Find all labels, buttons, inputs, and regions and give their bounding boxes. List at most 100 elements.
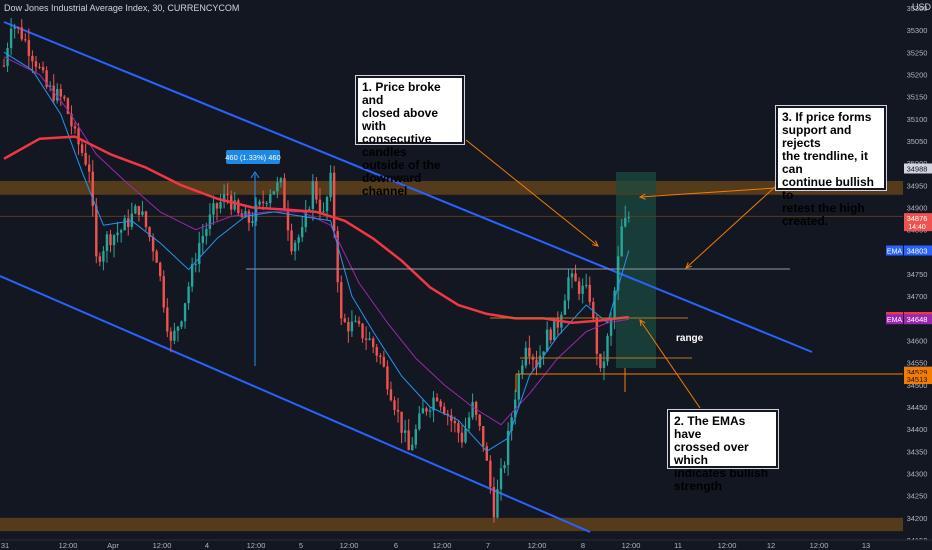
- price-badge: 34648 EMA: [886, 314, 932, 325]
- support-zone: [0, 517, 903, 532]
- time-tick-label: 12:00: [622, 541, 641, 550]
- candle: [290, 223, 293, 255]
- candle: [141, 200, 144, 217]
- time-tick-label: 12:00: [153, 541, 172, 550]
- measure-label: 460 (1.33%) 460: [225, 153, 280, 162]
- candle: [56, 83, 59, 104]
- candle: [190, 257, 194, 292]
- ema-slow-line: [3, 135, 629, 325]
- candle: [581, 278, 584, 304]
- candle-body: [389, 389, 393, 401]
- candle: [261, 190, 265, 211]
- price-axis[interactable]: 3535035300352503520035150351003505035000…: [886, 0, 932, 550]
- price-badge-value: 34529: [907, 368, 928, 377]
- candle-body: [205, 228, 208, 236]
- annotation-note-2[interactable]: 2. The EMAs have crossed over which indi…: [667, 409, 779, 493]
- candle-body: [301, 227, 304, 238]
- candle-body: [627, 216, 630, 218]
- candle: [166, 298, 169, 338]
- candle: [17, 26, 20, 34]
- annotation-note-3[interactable]: 3. If price forms support and rejects th…: [775, 105, 887, 228]
- candle-body: [45, 70, 48, 87]
- candle-body: [176, 326, 180, 331]
- candle-body: [393, 400, 396, 410]
- candle: [6, 42, 9, 73]
- candle: [59, 83, 62, 107]
- price-badge-value: 34876: [907, 214, 928, 223]
- ema-mid-line: [3, 56, 629, 426]
- candle-body: [396, 409, 400, 412]
- candle-body: [155, 251, 158, 263]
- time-tick-label: 12:00: [340, 541, 359, 550]
- candle: [563, 294, 567, 316]
- candle-body: [173, 330, 176, 341]
- candle-body: [73, 126, 77, 129]
- candle: [350, 310, 354, 337]
- candle: [347, 317, 350, 343]
- candle: [435, 393, 439, 402]
- time-tick-label: 31: [1, 541, 9, 550]
- candle: [414, 424, 417, 449]
- candle-body: [251, 221, 254, 223]
- lower-channel-line: [0, 275, 591, 533]
- price-badge-box: [904, 366, 932, 377]
- time-axis-bg: [0, 540, 932, 550]
- candle: [560, 311, 563, 334]
- measure-label-box: [226, 150, 280, 164]
- candle-body: [460, 432, 464, 443]
- price-badge: 34803 EMA: [886, 245, 932, 256]
- candle: [368, 331, 371, 341]
- time-tick-label: 4: [205, 541, 209, 550]
- candle: [588, 276, 591, 306]
- time-axis[interactable]: 31 12:00 Apr 12:00 4 12:00 5 12:00 6 12:00 7 12:00 8…: [0, 539, 932, 550]
- candle-body: [2, 65, 6, 67]
- candle: [364, 326, 368, 351]
- price-tick-label: 35050: [907, 137, 928, 146]
- candle: [570, 269, 574, 289]
- candle-body: [208, 214, 212, 229]
- price-tick-label: 35150: [907, 93, 928, 102]
- candle-body: [354, 320, 357, 322]
- candle-body: [258, 201, 261, 205]
- candle-body: [364, 338, 368, 340]
- candle-body: [382, 357, 386, 367]
- candle: [403, 419, 407, 443]
- candle: [357, 316, 361, 327]
- candle: [489, 455, 492, 494]
- candle: [421, 399, 425, 414]
- candle: [606, 333, 609, 366]
- candle-body: [297, 237, 300, 243]
- candle-body: [616, 256, 620, 291]
- candle: [411, 437, 414, 451]
- candle-body: [290, 230, 293, 252]
- time-tick-label: Apr: [107, 541, 119, 550]
- candle: [577, 277, 581, 301]
- candle: [48, 81, 52, 92]
- candle: [585, 273, 588, 289]
- price-tick-label: 34200: [907, 514, 928, 523]
- candle: [183, 302, 187, 329]
- candle-body: [517, 374, 520, 400]
- candle-body: [343, 318, 346, 322]
- candle-body: [503, 465, 506, 469]
- candle: [286, 200, 290, 241]
- candle: [453, 416, 457, 433]
- candle: [602, 351, 606, 381]
- candle: [354, 315, 357, 323]
- candle: [521, 359, 524, 380]
- candle-body: [595, 317, 599, 354]
- annotation-note-1[interactable]: 1. Price broke and closed above with con…: [355, 75, 465, 198]
- time-tick-label: 12:00: [718, 541, 737, 550]
- candle-body: [375, 347, 378, 356]
- candle-body: [340, 282, 343, 319]
- candle-body: [439, 400, 442, 407]
- price-tick-label: 34450: [907, 403, 928, 412]
- price-badge-value: 34648: [907, 315, 928, 324]
- price-tick-label: 34350: [907, 447, 928, 456]
- candle: [386, 360, 389, 395]
- candle-body: [112, 235, 116, 246]
- candle-body: [563, 300, 567, 315]
- candle: [279, 176, 283, 188]
